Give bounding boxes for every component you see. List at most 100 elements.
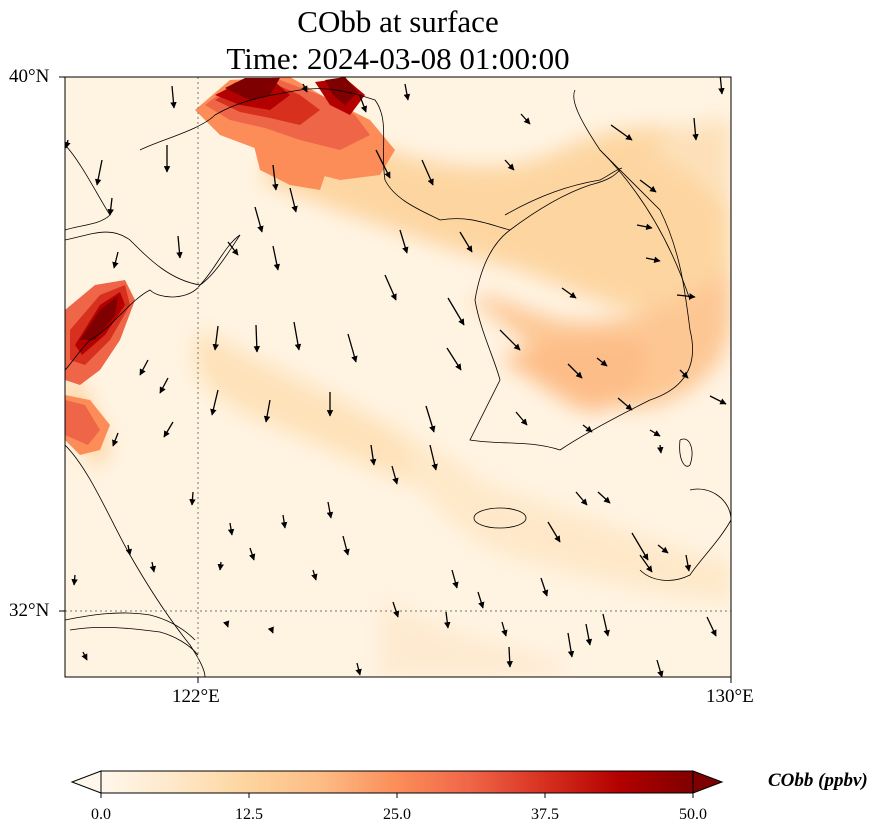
wind-arrow: [421, 159, 434, 186]
plume-northeast: [650, 120, 731, 210]
wind-arrow: [515, 411, 528, 426]
lat-label-40N: 40°N: [9, 66, 50, 87]
wind-arrow: [369, 444, 377, 466]
wind-arrow: [272, 245, 280, 271]
wind-arrow: [429, 444, 438, 471]
wind-arrow: [501, 621, 508, 637]
colorbar-body: [101, 771, 693, 793]
wind-arrow: [499, 329, 521, 351]
wind-arrow: [170, 85, 177, 109]
wind-arrow: [217, 561, 224, 571]
wind-arrow: [210, 389, 219, 416]
wind-arrow: [342, 535, 350, 556]
wind-arrow: [392, 601, 400, 618]
wind-arrow: [639, 179, 657, 193]
wind-arrow: [444, 611, 451, 629]
wind-arrow: [189, 491, 196, 506]
coast-liaodong: [139, 89, 301, 151]
coast-korea-border: [439, 169, 621, 231]
lon-label-130E: 130°E: [706, 686, 754, 707]
wind-arrow: [631, 532, 649, 561]
lat-label-32N: 32°N: [9, 600, 50, 621]
wind-arrow: [403, 83, 411, 101]
wind-arrow: [375, 149, 391, 179]
wind-arrow: [575, 491, 588, 506]
coast-jiangsu: [65, 444, 206, 677]
colorbar-label: CObb (ppbv): [768, 770, 868, 791]
wind-arrow: [355, 662, 362, 676]
map-time-subtitle: Time: 2024-03-08 01:00:00: [226, 41, 570, 76]
wind-arrow: [459, 231, 473, 253]
wind-arrow: [639, 554, 653, 573]
wind-arrow: [585, 623, 593, 646]
colorbar-extend-max: [692, 770, 724, 794]
wind-arrow: [597, 491, 611, 504]
wind-arrow: [227, 522, 235, 536]
wind-arrow: [504, 159, 515, 171]
wind-arrow: [301, 83, 308, 93]
lon-label-122E: 122°E: [172, 686, 220, 707]
colorbar: [70, 770, 724, 798]
wind-arrow: [254, 206, 264, 233]
wind-arrow: [391, 465, 399, 485]
wind-arrow: [547, 521, 561, 543]
wind-arrow: [399, 229, 409, 254]
coast-korea-east: [599, 149, 691, 301]
coast-shandong-north: [65, 231, 241, 286]
map-title: CObb at surface: [297, 4, 499, 39]
wind-arrow: [112, 432, 119, 447]
wind-arrow: [451, 569, 459, 589]
coastlines: [65, 88, 731, 677]
wind-arrow: [645, 256, 661, 263]
coast-yangtze-2: [69, 626, 199, 656]
wind-arrow: [684, 554, 692, 572]
plume-core: [500, 336, 648, 412]
wind-arrow: [706, 616, 717, 637]
wind-arrow: [540, 577, 549, 597]
coast-jeju: [473, 507, 527, 529]
colorbar-tick-4: 50.0: [679, 806, 707, 823]
wind-arrow: [227, 241, 239, 256]
wind-arrow: [692, 117, 699, 141]
wind-arrow: [159, 377, 169, 394]
wind-arrow: [212, 325, 219, 351]
map-frame: [64, 76, 732, 678]
colorbar-extend-min: [70, 770, 102, 794]
colorbar-tick-3: 37.5: [531, 806, 559, 823]
wind-arrow: [656, 659, 664, 677]
wind-arrow: [506, 646, 513, 668]
wind-arrow: [561, 287, 577, 299]
hotspot-bohai: [195, 77, 395, 190]
wind-arrow: [311, 569, 318, 581]
wind-arrow: [176, 235, 183, 259]
colorbar-tick-2: 25.0: [383, 806, 411, 823]
wind-arrow: [163, 421, 174, 438]
wind-arrow: [347, 333, 358, 363]
wind-arrow: [477, 591, 485, 609]
wind-arrow: [71, 574, 78, 586]
wind-arrow: [657, 444, 664, 454]
wind-arrow: [596, 357, 608, 367]
wind-arrow: [617, 397, 633, 411]
wind-arrow: [125, 544, 133, 556]
wind-arrow: [709, 395, 727, 405]
coast-liaodong-east: [299, 88, 441, 221]
wind-arrow: [676, 293, 696, 300]
wind-arrow: [447, 297, 465, 326]
wind-arrow: [567, 363, 583, 379]
coast-yangtze: [65, 612, 196, 641]
wind-arrow: [253, 324, 261, 353]
wind-arrow: [520, 113, 531, 125]
colorbar-tick-1: 12.5: [235, 806, 263, 823]
coast-korea-border-2: [504, 167, 623, 216]
wind-arrow: [289, 187, 298, 213]
wind-arrow: [679, 369, 689, 379]
wind-arrow: [107, 197, 114, 216]
wind-arrow: [139, 359, 149, 376]
wind-arrow: [602, 613, 610, 637]
wind-arrow: [636, 223, 653, 231]
wind-arrow: [81, 651, 88, 661]
wind-arrow: [112, 251, 119, 269]
gridlines: [65, 77, 731, 677]
